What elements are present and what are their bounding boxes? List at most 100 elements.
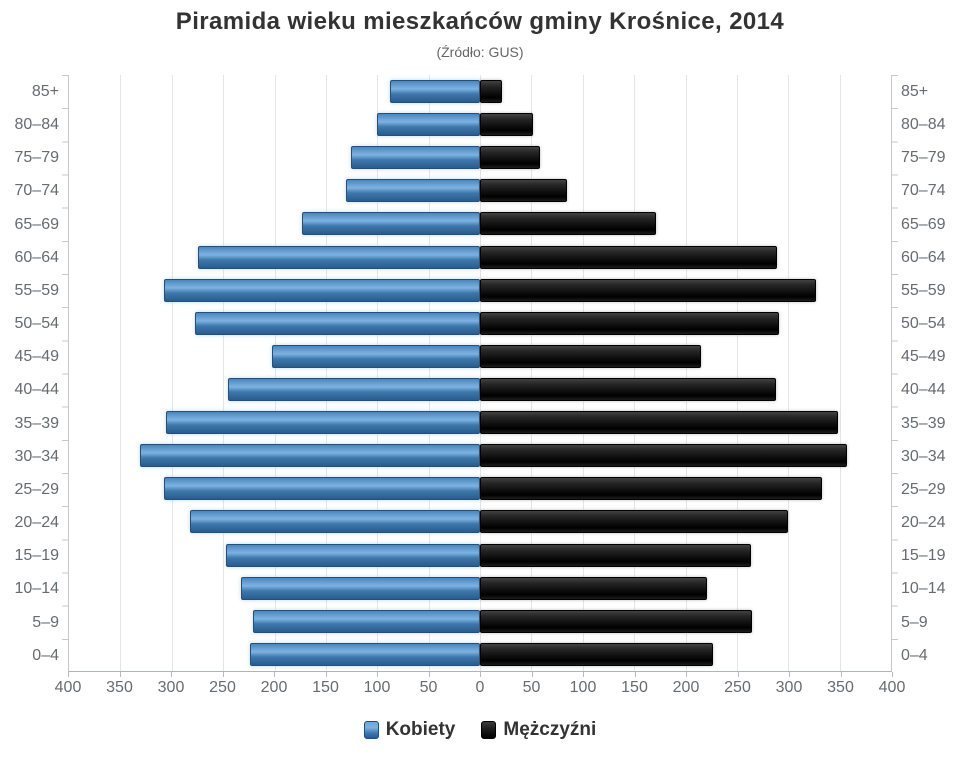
x-tick-label-4: 200 xyxy=(260,679,288,696)
plot-area xyxy=(62,75,898,672)
row-left-half xyxy=(69,245,480,269)
y-label-left-20–24: 20–24 xyxy=(14,514,60,532)
row-left-half xyxy=(69,278,480,302)
gridline-13 xyxy=(736,75,738,671)
x-tick-label-8: 0 xyxy=(475,679,485,696)
bar-men-5–9 xyxy=(480,609,753,633)
row-left-half xyxy=(69,146,480,170)
y-label-left-65–69: 65–69 xyxy=(14,215,60,233)
gridline-1 xyxy=(120,75,122,671)
row-left-half xyxy=(69,378,480,402)
gridline-2 xyxy=(171,75,173,671)
bar-women-10–14 xyxy=(240,576,480,600)
y-label-left-25–29: 25–29 xyxy=(14,480,60,498)
legend: Kobiety Mężczyźni xyxy=(0,719,960,741)
y-axis-right: 85+ 80–84 75–79 70–74 65–69 60–64 55–59 50–54 45… xyxy=(892,75,960,672)
y-label-left-60–64: 60–64 xyxy=(14,248,60,266)
bar-women-70–74 xyxy=(346,179,480,203)
x-tick-mark-14 xyxy=(789,672,790,677)
y-label-left-10–14: 10–14 xyxy=(14,580,60,598)
x-tick-mark-0 xyxy=(68,672,69,677)
men-series-swatch xyxy=(481,721,497,739)
x-tick-label-15: 350 xyxy=(827,679,854,696)
bar-men-80–84 xyxy=(480,113,534,137)
row-left-half xyxy=(69,609,480,633)
row-right-half xyxy=(480,642,891,666)
bar-men-85+ xyxy=(480,80,502,104)
bar-women-40–44 xyxy=(228,378,480,402)
gridline-11 xyxy=(634,75,636,671)
pyramid-row-0–4 xyxy=(69,638,891,671)
y-label-right-85+: 85+ xyxy=(901,83,929,100)
bar-women-0–4 xyxy=(249,642,480,666)
x-tick-label-10: 100 xyxy=(569,679,597,696)
row-right-half xyxy=(480,378,891,402)
row-right-half xyxy=(480,179,891,203)
y-label-left-50–54: 50–54 xyxy=(14,315,60,333)
bar-men-15–19 xyxy=(480,543,752,567)
gridline-12 xyxy=(685,75,687,671)
pyramid-row-85+ xyxy=(69,75,891,108)
row-right-half xyxy=(480,576,891,600)
x-tick-label-11: 150 xyxy=(621,679,648,696)
y-label-right-80–84: 80–84 xyxy=(901,116,946,134)
x-tick-mark-11 xyxy=(634,672,636,677)
y-label-right-35–39: 35–39 xyxy=(901,414,946,432)
pyramid-row-20–24 xyxy=(69,505,891,538)
y-label-right-45–49: 45–49 xyxy=(901,348,946,366)
bar-women-65–69 xyxy=(302,212,480,236)
x-tick-mark-1 xyxy=(119,672,121,677)
y-label-left-15–19: 15–19 xyxy=(14,547,60,565)
row-right-half xyxy=(480,411,891,435)
y-label-right-30–34: 30–34 xyxy=(901,447,946,465)
row-right-half xyxy=(480,80,891,104)
y-label-right-60–64: 60–64 xyxy=(901,248,946,266)
bar-women-20–24 xyxy=(190,510,480,534)
gridline-14 xyxy=(788,75,790,671)
bar-men-65–69 xyxy=(480,212,656,236)
pyramid-row-50–54 xyxy=(69,307,891,340)
legend-item-men[interactable]: Mężczyźni xyxy=(481,719,596,741)
bar-women-50–54 xyxy=(195,311,480,335)
x-tick-label-3: 250 xyxy=(209,679,236,696)
row-left-half xyxy=(69,80,480,104)
row-left-half xyxy=(69,212,480,236)
x-tick-mark-4 xyxy=(274,672,275,677)
y-label-left-0–4: 0–4 xyxy=(32,646,59,664)
bar-women-85+ xyxy=(389,80,480,104)
x-tick-mark-9 xyxy=(531,672,533,677)
gridline-4 xyxy=(274,75,276,671)
bar-women-55–59 xyxy=(163,278,480,302)
bar-women-35–39 xyxy=(165,411,480,435)
x-tick-label-14: 300 xyxy=(775,679,803,696)
y-label-left-40–44: 40–44 xyxy=(14,381,60,399)
row-left-half xyxy=(69,113,480,137)
row-left-half xyxy=(69,411,480,435)
y-label-left-70–74: 70–74 xyxy=(14,182,60,200)
x-tick-mark-15 xyxy=(840,672,842,677)
bar-women-75–79 xyxy=(350,146,480,170)
x-tick-label-7: 50 xyxy=(419,679,438,696)
x-tick-label-6: 100 xyxy=(363,679,391,696)
x-tick-label-2: 300 xyxy=(157,679,185,696)
row-right-half xyxy=(480,212,891,236)
bar-women-30–34 xyxy=(139,444,480,468)
y-label-left-5–9: 5–9 xyxy=(32,613,59,631)
pyramid-row-65–69 xyxy=(69,207,891,240)
x-tick-label-0: 400 xyxy=(54,679,82,696)
row-left-half xyxy=(69,311,480,335)
x-tick-label-16: 400 xyxy=(878,679,906,696)
row-right-half xyxy=(480,311,891,335)
legend-item-women[interactable]: Kobiety xyxy=(363,719,456,741)
y-axis-left: 85+ 80–84 75–79 70–74 65–69 60–64 55–59 50–54 45… xyxy=(0,75,68,672)
legend-label-women: Kobiety xyxy=(385,719,456,740)
row-right-half xyxy=(480,146,891,170)
gridline-7 xyxy=(428,75,430,671)
pyramid-row-5–9 xyxy=(69,605,891,638)
bar-women-5–9 xyxy=(252,609,480,633)
y-label-right-25–29: 25–29 xyxy=(901,480,946,498)
row-right-half xyxy=(480,444,891,468)
gridline-9 xyxy=(531,75,533,671)
y-label-left-75–79: 75–79 xyxy=(14,149,60,167)
row-right-half xyxy=(480,477,891,501)
